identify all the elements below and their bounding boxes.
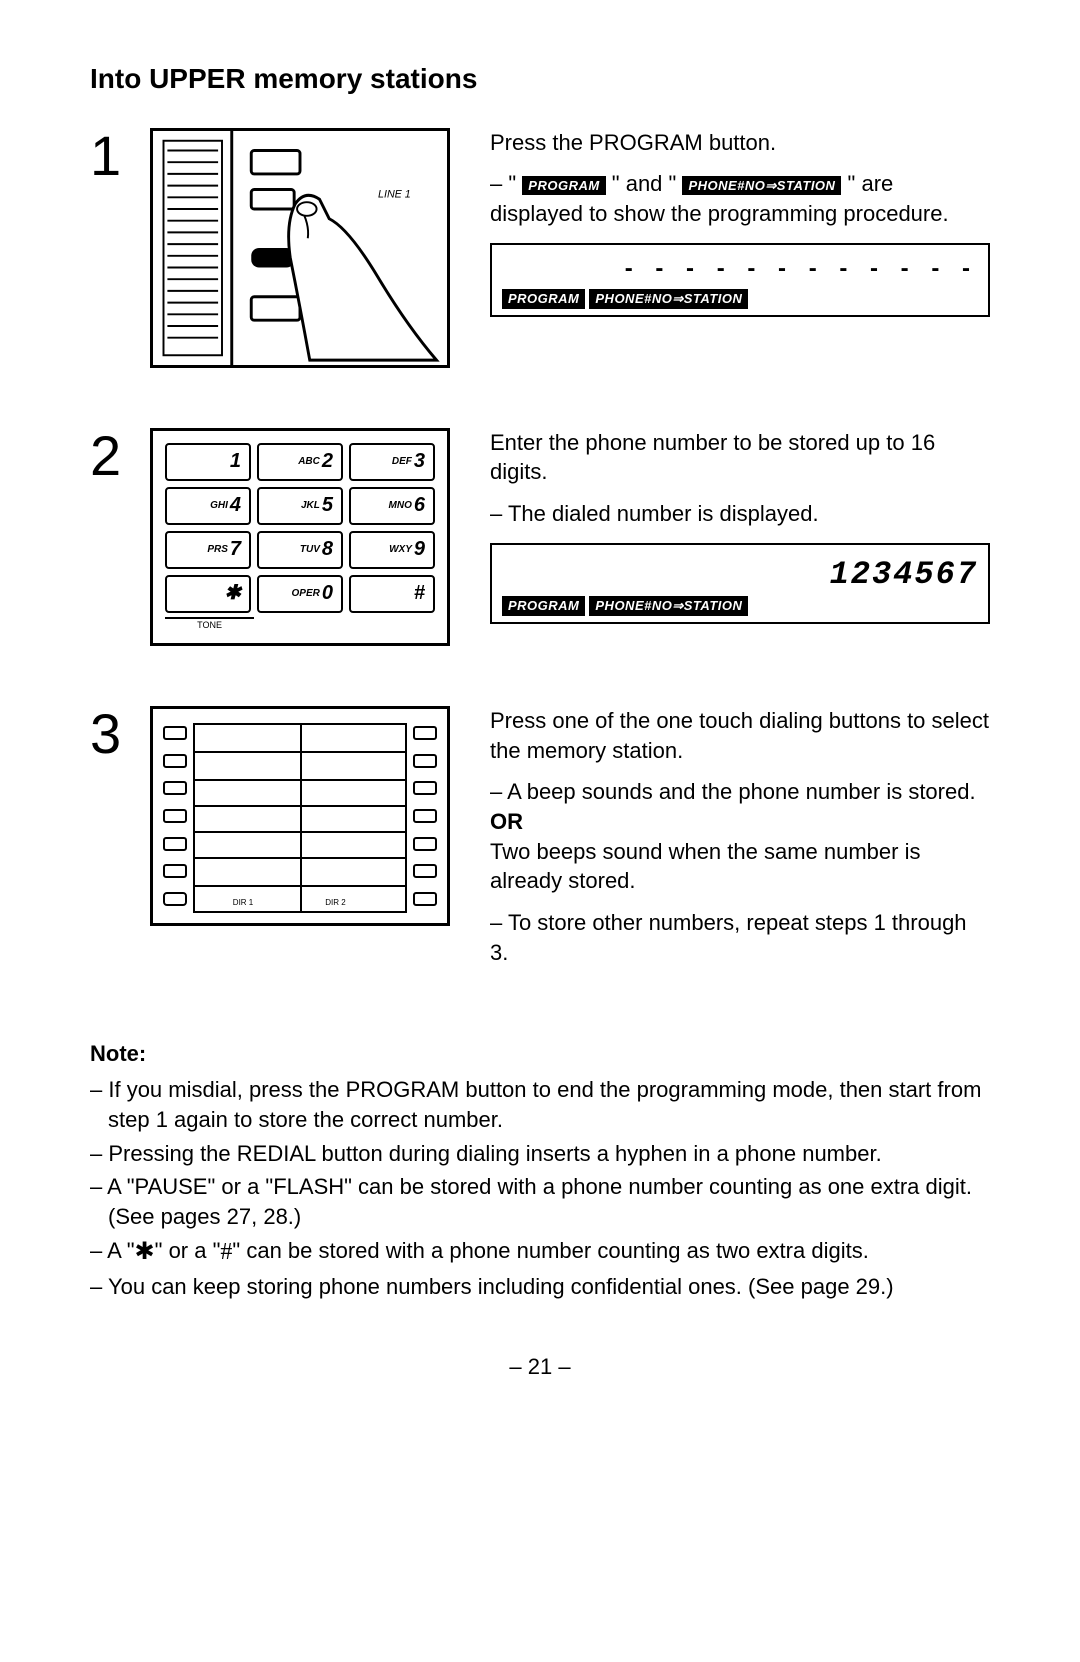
- step2-sub-text: – The dialed number is displayed.: [490, 499, 990, 529]
- key-8: TUV8: [257, 531, 343, 569]
- svg-text:LINE 1: LINE 1: [378, 188, 411, 200]
- step-3: 3 DIR 1 DIR 2: [90, 706, 990, 980]
- step-number-1: 1: [90, 128, 150, 184]
- step3-illustration: DIR 1 DIR 2: [150, 706, 460, 926]
- key-0: OPER0: [257, 575, 343, 613]
- memory-button: [163, 754, 187, 768]
- note-section: Note: If you misdial, press the PROGRAM …: [90, 1039, 990, 1301]
- step2-lcd-display: 1234567 PROGRAM PHONE#NO⇒STATION: [490, 543, 990, 624]
- step1-illustration: LINE 1: [150, 128, 460, 368]
- step-number-3: 3: [90, 706, 150, 762]
- key-9: WXY9: [349, 531, 435, 569]
- step2-illustration: 1 ABC2 DEF3 GHI4 JKL5 MNO6 PRS7 TUV8 WXY…: [150, 428, 460, 646]
- lcd2-badge-program: PROGRAM: [502, 596, 585, 616]
- program-badge: PROGRAM: [522, 176, 605, 196]
- note-item: You can keep storing phone numbers inclu…: [90, 1272, 990, 1302]
- note-item: Pressing the REDIAL button during dialin…: [90, 1139, 990, 1169]
- key-5: JKL5: [257, 487, 343, 525]
- note-list: If you misdial, press the PROGRAM button…: [90, 1075, 990, 1302]
- keypad-grid: 1 ABC2 DEF3 GHI4 JKL5 MNO6 PRS7 TUV8 WXY…: [165, 443, 435, 613]
- note-item: A "PAUSE" or a "FLASH" can be stored wit…: [90, 1172, 990, 1231]
- note-item: A "✱" or a "#" can be stored with a phon…: [90, 1236, 990, 1268]
- memory-button: [413, 781, 437, 795]
- memory-button: [413, 809, 437, 823]
- press-program-drawing: LINE 1: [153, 131, 447, 365]
- lcd-dashes: - - - - - - - - - - - -: [502, 253, 978, 285]
- key-7: PRS7: [165, 531, 251, 569]
- memory-button-special: [163, 892, 187, 906]
- key-1: 1: [165, 443, 251, 481]
- key-3: DEF3: [349, 443, 435, 481]
- key-2: ABC2: [257, 443, 343, 481]
- key-6: MNO6: [349, 487, 435, 525]
- page-title: Into UPPER memory stations: [90, 60, 990, 98]
- step2-main-text: Enter the phone number to be stored up t…: [490, 428, 990, 487]
- note-heading: Note:: [90, 1039, 990, 1069]
- page-number: – 21 –: [90, 1352, 990, 1382]
- memory-button: [163, 781, 187, 795]
- step-2: 2 1 ABC2 DEF3 GHI4 JKL5 MNO6 PRS7 TUV8 W…: [90, 428, 990, 646]
- memory-button: [413, 837, 437, 851]
- step-1: 1: [90, 128, 990, 368]
- lcd-badge-station: PHONE#NO⇒STATION: [589, 289, 748, 309]
- step3-sub1-text: – A beep sounds and the phone number is …: [490, 777, 990, 896]
- step3-sub2-text: – To store other numbers, repeat steps 1…: [490, 908, 990, 967]
- step1-sub-text: – " PROGRAM " and " PHONE#NO⇒STATION " a…: [490, 169, 990, 228]
- lcd2-badge-station: PHONE#NO⇒STATION: [589, 596, 748, 616]
- memory-button: [413, 726, 437, 740]
- lcd-number: 1234567: [502, 553, 978, 596]
- key-4: GHI4: [165, 487, 251, 525]
- key-hash: #: [349, 575, 435, 613]
- step1-lcd-display: - - - - - - - - - - - - PROGRAM PHONE#NO…: [490, 243, 990, 317]
- step1-main-text: Press the PROGRAM button.: [490, 128, 990, 158]
- phoneno-station-badge: PHONE#NO⇒STATION: [682, 176, 841, 196]
- memory-button: [163, 726, 187, 740]
- lcd-badge-program: PROGRAM: [502, 289, 585, 309]
- step-number-2: 2: [90, 428, 150, 484]
- tone-label: TONE: [165, 617, 254, 631]
- note-item: If you misdial, press the PROGRAM button…: [90, 1075, 990, 1134]
- memory-button: [163, 864, 187, 878]
- memory-right-column: [409, 719, 441, 913]
- memory-button: [163, 837, 187, 851]
- key-star: ✱: [165, 575, 251, 613]
- memory-button: [413, 892, 437, 906]
- memory-button: [413, 864, 437, 878]
- memory-button: [163, 809, 187, 823]
- step3-main-text: Press one of the one touch dialing butto…: [490, 706, 990, 765]
- memory-button: [413, 754, 437, 768]
- memory-left-column: [159, 719, 191, 913]
- memory-label-card: DIR 1 DIR 2: [193, 723, 407, 913]
